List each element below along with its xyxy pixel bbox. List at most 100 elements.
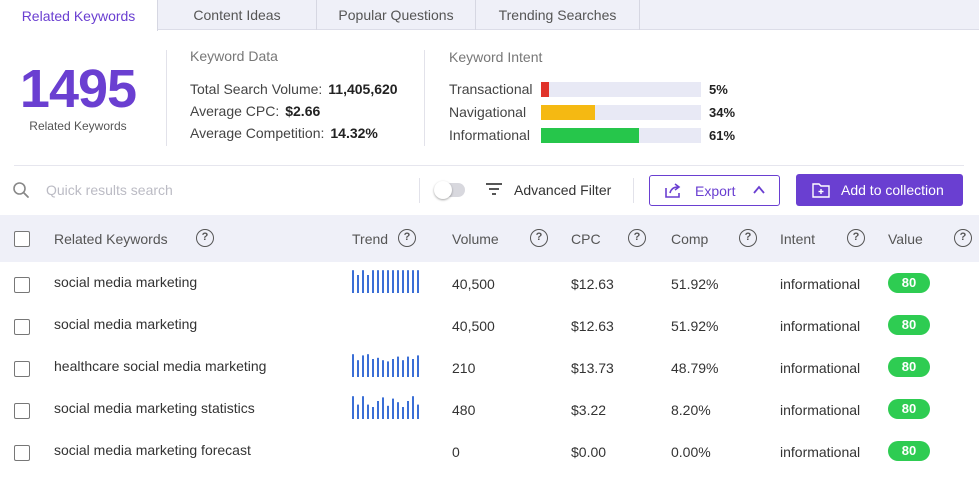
tab-content-ideas[interactable]: Content Ideas	[158, 0, 317, 30]
trend-bar	[402, 270, 404, 293]
trend-bar	[357, 404, 359, 419]
table-row[interactable]: social media marketing statistics 480 $3…	[0, 388, 979, 430]
row-checkbox[interactable]	[14, 319, 30, 335]
trend-bar	[392, 359, 394, 377]
divider	[633, 178, 634, 203]
average-competition: Average Competition: 14.32%	[190, 125, 378, 141]
trend-bar	[397, 402, 399, 419]
trend-sparkline	[352, 396, 419, 419]
search-input[interactable]	[46, 179, 406, 201]
comp-cell: 8.20%	[671, 402, 711, 418]
export-button[interactable]: Export	[649, 175, 780, 206]
value-badge: 80	[888, 441, 930, 461]
tab-related-keywords[interactable]: Related Keywords	[0, 0, 158, 31]
trend-sparkline	[352, 270, 419, 293]
trend-sparkline	[351, 311, 423, 335]
cpc-cell: $12.63	[571, 318, 614, 334]
tab-trending-searches[interactable]: Trending Searches	[476, 0, 640, 30]
help-icon[interactable]: ?	[739, 229, 757, 247]
help-icon[interactable]: ?	[530, 229, 548, 247]
cpc-cell: $12.63	[571, 276, 614, 292]
table-row[interactable]: social media marketing 40,500 $12.63 51.…	[0, 304, 979, 346]
help-icon[interactable]: ?	[398, 229, 416, 247]
trend-bar	[367, 275, 369, 293]
intent-navigational: Navigational 34%	[449, 104, 735, 120]
column-header-cpc[interactable]: CPC	[571, 231, 601, 247]
comp-cell: 48.79%	[671, 360, 719, 376]
trend-bar	[372, 407, 374, 419]
trend-bar	[352, 354, 354, 377]
search-icon	[13, 182, 29, 198]
row-checkbox[interactable]	[14, 361, 30, 377]
help-icon[interactable]: ?	[847, 229, 865, 247]
trend-bar	[352, 396, 354, 419]
column-header-comp[interactable]: Comp	[671, 231, 709, 247]
export-icon	[665, 183, 681, 198]
trend-bar	[377, 270, 379, 293]
table-row[interactable]: healthcare social media marketing 210 $1…	[0, 346, 979, 388]
divider	[419, 178, 420, 203]
trend-bar	[412, 359, 414, 377]
total-search-volume-value: 11,405,620	[328, 81, 398, 97]
trend-bar	[417, 404, 419, 419]
trend-bar	[382, 397, 384, 419]
average-cpc-label: Average CPC:	[190, 103, 280, 119]
trend-bar	[417, 355, 419, 377]
trend-bar	[382, 270, 384, 293]
trend-bar	[397, 356, 399, 377]
column-header-value[interactable]: Value	[888, 231, 923, 247]
filter-toggle[interactable]	[434, 181, 465, 199]
trend-bar	[392, 270, 394, 293]
tab-bar: Related Keywords Content Ideas Popular Q…	[0, 0, 979, 31]
trend-bar	[372, 359, 374, 377]
table-row[interactable]: social media marketing 40,500 $12.63 51.…	[0, 262, 979, 304]
keyword-cell[interactable]: social media marketing forecast	[54, 442, 251, 458]
folder-plus-icon	[812, 183, 830, 198]
keyword-cell[interactable]: social media marketing	[54, 316, 198, 332]
column-header-volume[interactable]: Volume	[452, 231, 499, 247]
trend-bar	[407, 356, 409, 377]
trend-bar	[377, 357, 379, 377]
cpc-cell: $0.00	[571, 444, 607, 460]
row-checkbox[interactable]	[14, 403, 30, 419]
cpc-cell: $3.22	[571, 402, 607, 418]
intent-cell: informational	[780, 318, 861, 334]
tab-popular-questions[interactable]: Popular Questions	[317, 0, 476, 30]
divider	[424, 50, 425, 146]
filter-icon[interactable]	[486, 182, 502, 196]
column-header-trend[interactable]: Trend	[352, 231, 389, 247]
average-competition-value: 14.32%	[330, 125, 378, 141]
trend-bar	[352, 270, 354, 293]
keyword-intent-title: Keyword Intent	[449, 49, 543, 65]
table-row[interactable]: social media marketing forecast 0 $0.00 …	[0, 430, 979, 472]
trend-bar	[387, 405, 389, 419]
add-to-collection-button[interactable]: Add to collection	[796, 174, 963, 206]
select-all-checkbox[interactable]	[14, 231, 30, 247]
row-checkbox[interactable]	[14, 445, 30, 461]
volume-cell: 40,500	[452, 318, 495, 334]
trend-bar	[357, 275, 359, 293]
trend-bar	[382, 360, 384, 377]
average-cpc: Average CPC: $2.66	[190, 103, 320, 119]
keyword-cell[interactable]: social media marketing statistics	[54, 400, 255, 416]
trend-bar	[402, 360, 404, 377]
help-icon[interactable]: ?	[196, 229, 214, 247]
column-header-keyword[interactable]: Related Keywords	[54, 231, 168, 247]
add-to-collection-label: Add to collection	[841, 182, 944, 198]
comp-cell: 0.00%	[671, 444, 711, 460]
trend-bar	[392, 398, 394, 419]
intent-percent: 61%	[709, 127, 736, 143]
keyword-cell[interactable]: social media marketing	[54, 274, 198, 290]
intent-label: Navigational	[449, 104, 527, 120]
intent-label: Informational	[449, 127, 530, 143]
advanced-filter-button[interactable]: Advanced Filter	[514, 182, 612, 198]
table-header: Related Keywords ? Trend ? Volume ? CPC …	[0, 215, 979, 262]
keyword-cell[interactable]: healthcare social media marketing	[54, 358, 267, 374]
value-badge: 80	[888, 357, 930, 377]
column-header-intent[interactable]: Intent	[780, 231, 816, 247]
trend-bar	[367, 404, 369, 419]
row-checkbox[interactable]	[14, 277, 30, 293]
help-icon[interactable]: ?	[628, 229, 646, 247]
help-icon[interactable]: ?	[954, 229, 972, 247]
trend-bar	[407, 401, 409, 419]
